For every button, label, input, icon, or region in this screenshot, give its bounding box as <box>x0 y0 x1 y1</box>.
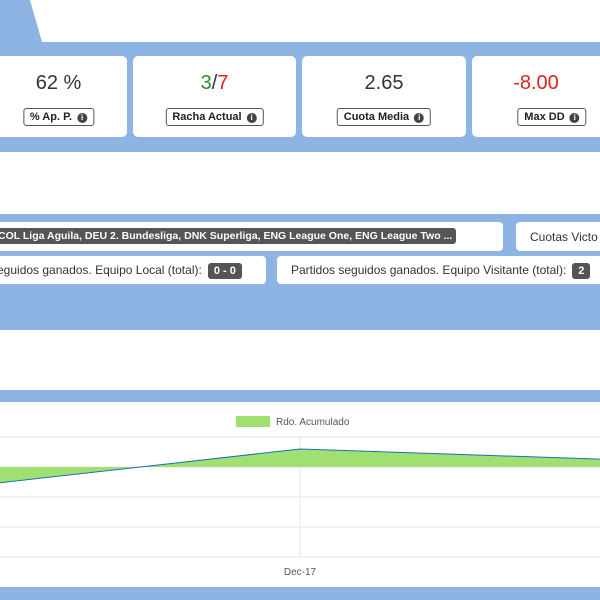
series-area <box>0 449 600 483</box>
stat-label-maxdd[interactable]: Max DD i <box>517 108 587 126</box>
racha-wins: 3 <box>200 72 212 94</box>
visitor-streak-label: Partidos seguidos ganados. Equipo Visita… <box>291 263 567 277</box>
local-streak-badge: 0 - 0 <box>207 263 242 279</box>
visitor-streak-badge: 2 <box>572 263 591 279</box>
info-icon[interactable]: i <box>414 113 425 123</box>
info-icon[interactable]: i <box>569 113 580 123</box>
x-tick-label: Dec-17 <box>284 567 317 578</box>
stat-value-racha: 3/7 <box>200 72 229 94</box>
stat-label-racha[interactable]: Racha Actual i <box>165 108 264 126</box>
stat-value-maxdd: -8.00 <box>513 72 559 94</box>
odds-label: Cuotas Victo <box>530 230 598 244</box>
stat-label-cuota[interactable]: Cuota Media i <box>336 108 432 126</box>
series-line <box>0 448 600 484</box>
header-tab[interactable] <box>0 0 42 42</box>
leagues-tag: COL Liga Aguila, DEU 2. Bundesliga, DNK … <box>0 228 457 244</box>
stat-card-ap: 62 % % Ap. P. i <box>0 56 127 137</box>
visitor-streak-filter[interactable]: Partidos seguidos ganados. Equipo Visita… <box>277 256 600 284</box>
stat-card-racha: 3/7 Racha Actual i <box>133 56 296 137</box>
local-streak-label: eguidos ganados. Equipo Local (total): <box>0 263 202 277</box>
legend-swatch <box>236 416 270 427</box>
leagues-filter[interactable]: COL Liga Aguila, DEU 2. Bundesliga, DNK … <box>0 222 503 251</box>
legend-label: Rdo. Acumulado <box>276 417 350 428</box>
stat-card-maxdd: -8.00 Max DD i <box>472 56 600 137</box>
stat-card-cuota: 2.65 Cuota Media i <box>302 56 466 137</box>
racha-total: 7 <box>217 72 229 94</box>
chart-band-bottom <box>0 587 600 600</box>
stat-value-cuota: 2.65 <box>364 72 404 94</box>
info-icon[interactable]: i <box>77 113 88 123</box>
local-streak-filter[interactable]: eguidos ganados. Equipo Local (total): 0 … <box>0 256 266 284</box>
info-icon[interactable]: i <box>246 113 257 123</box>
stat-label-ap[interactable]: % Ap. P. i <box>22 108 95 126</box>
cumulative-result-chart: Rdo. Acumulado Dec-17 <box>0 416 600 578</box>
stat-value-ap: 62 % <box>35 72 82 94</box>
odds-filter[interactable]: Cuotas Victo <box>516 222 600 251</box>
chart-band-top <box>0 390 600 402</box>
